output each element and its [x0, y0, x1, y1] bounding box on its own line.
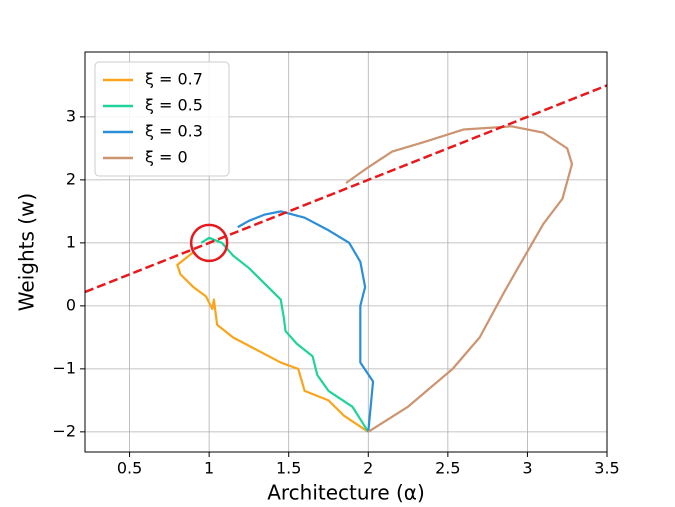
legend-label: ξ = 0.3	[145, 122, 203, 141]
highlight-marker	[189, 223, 229, 263]
x-tick-label: 1	[204, 459, 214, 478]
x-tick-label: 2	[363, 459, 373, 478]
legend-label: ξ = 0	[145, 148, 188, 167]
plot-frame	[84, 51, 608, 453]
y-tick-label: −2	[52, 421, 76, 440]
x-tick-label: 3.5	[594, 459, 619, 478]
y-tick-label: 1	[66, 232, 76, 251]
y-tick-label: 0	[66, 295, 76, 314]
legend-box	[94, 61, 230, 177]
y-tick-label: 2	[66, 169, 76, 188]
line-series	[200, 236, 370, 433]
x-tick-label: 2.5	[435, 459, 460, 478]
x-tick-label: 1.5	[276, 459, 301, 478]
line-series	[345, 125, 574, 433]
x-tick-label: 0.5	[117, 459, 142, 478]
line-series	[237, 210, 375, 432]
x-tick-label: 3	[522, 459, 532, 478]
reference-line	[85, 84, 607, 294]
y-axis-label: Weights (w)	[15, 193, 39, 311]
y-tick-label: −1	[52, 358, 76, 377]
y-tick-label: 3	[66, 106, 76, 125]
line-series	[176, 251, 369, 433]
legend-label: ξ = 0.5	[145, 96, 203, 115]
legend-label: ξ = 0.7	[145, 70, 203, 89]
x-axis-label: Architecture (α)	[267, 481, 425, 505]
